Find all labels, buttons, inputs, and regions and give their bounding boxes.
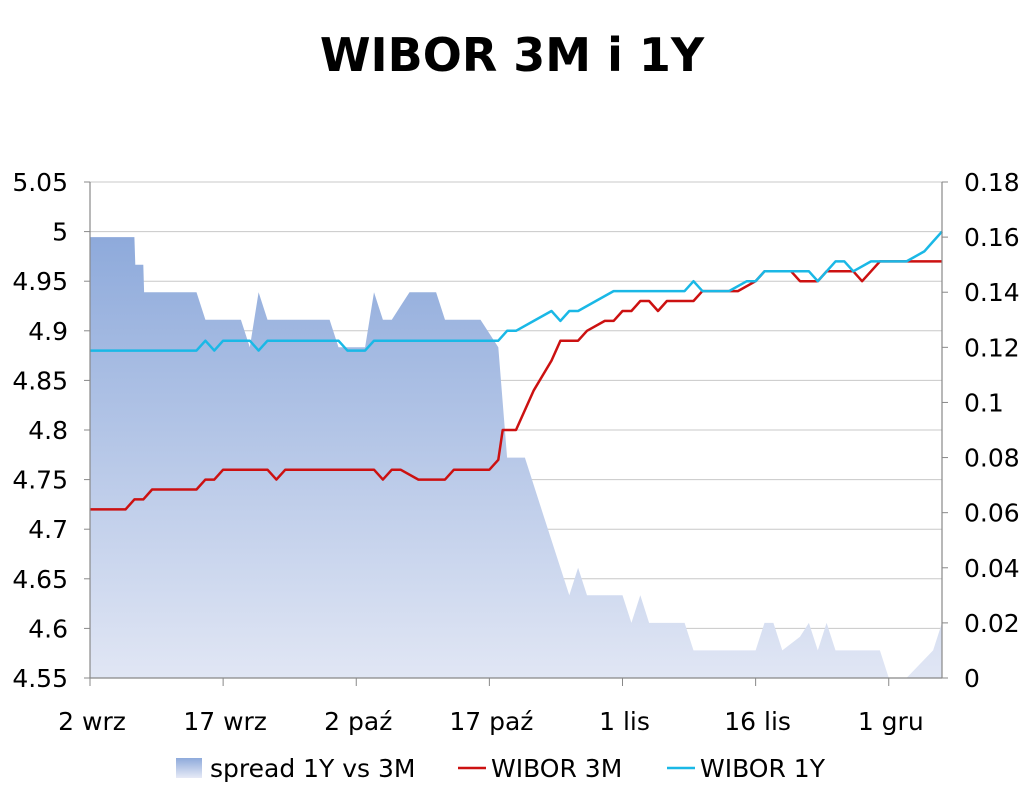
legend-label-wibor-3m: WIBOR 3M — [491, 754, 622, 783]
y-left-tick-label: 4.9 — [28, 317, 68, 346]
y-left-tick-label: 4.6 — [28, 614, 68, 643]
y-left-tick-label: 4.7 — [28, 515, 68, 544]
legend: spread 1Y vs 3M WIBOR 3M WIBOR 1Y — [176, 754, 826, 783]
y-right-tick-label: 0 — [964, 664, 980, 693]
y-left-tick-label: 4.95 — [12, 267, 68, 296]
legend-swatch-spread — [176, 758, 202, 778]
x-tick-label: 17 paź — [449, 707, 533, 736]
y-right-tick-label: 0.18 — [964, 168, 1020, 197]
y-left-tick-label: 5.05 — [12, 168, 68, 197]
chart-title: WIBOR 3M i 1Y — [319, 28, 705, 82]
x-tick-label: 2 wrz — [58, 707, 126, 736]
x-tick-label: 16 lis — [724, 707, 791, 736]
y-right-tick-label: 0.04 — [964, 554, 1020, 583]
legend-label-spread: spread 1Y vs 3M — [210, 754, 416, 783]
y-right-tick-label: 0.12 — [964, 333, 1020, 362]
x-tick-label: 17 wrz — [183, 707, 267, 736]
y-right-tick-label: 0.16 — [964, 223, 1020, 252]
y-left-tick-label: 4.55 — [12, 664, 68, 693]
series-line-wibor-1y — [90, 230, 943, 352]
series-area-spread — [90, 237, 942, 678]
y-left-tick-label: 4.65 — [12, 565, 68, 594]
y-left-tick-label: 4.85 — [12, 366, 68, 395]
y-right-tick-label: 0.1 — [964, 388, 1004, 417]
legend-label-wibor-1y: WIBOR 1Y — [700, 754, 826, 783]
x-tick-label: 1 lis — [599, 707, 650, 736]
series-line-wibor-3m — [90, 260, 942, 511]
y-right-tick-label: 0.14 — [964, 278, 1020, 307]
y-left-tick-label: 4.8 — [28, 416, 68, 445]
x-tick-label: 1 gru — [858, 707, 924, 736]
y-right-tick-label: 0.02 — [964, 609, 1020, 638]
x-tick-label: 2 paź — [324, 707, 392, 736]
y-left-tick-label: 4.75 — [12, 466, 68, 495]
y-right-tick-label: 0.08 — [964, 444, 1020, 473]
y-right-tick-label: 0.06 — [964, 499, 1020, 528]
y-left-tick-label: 5 — [52, 218, 68, 247]
